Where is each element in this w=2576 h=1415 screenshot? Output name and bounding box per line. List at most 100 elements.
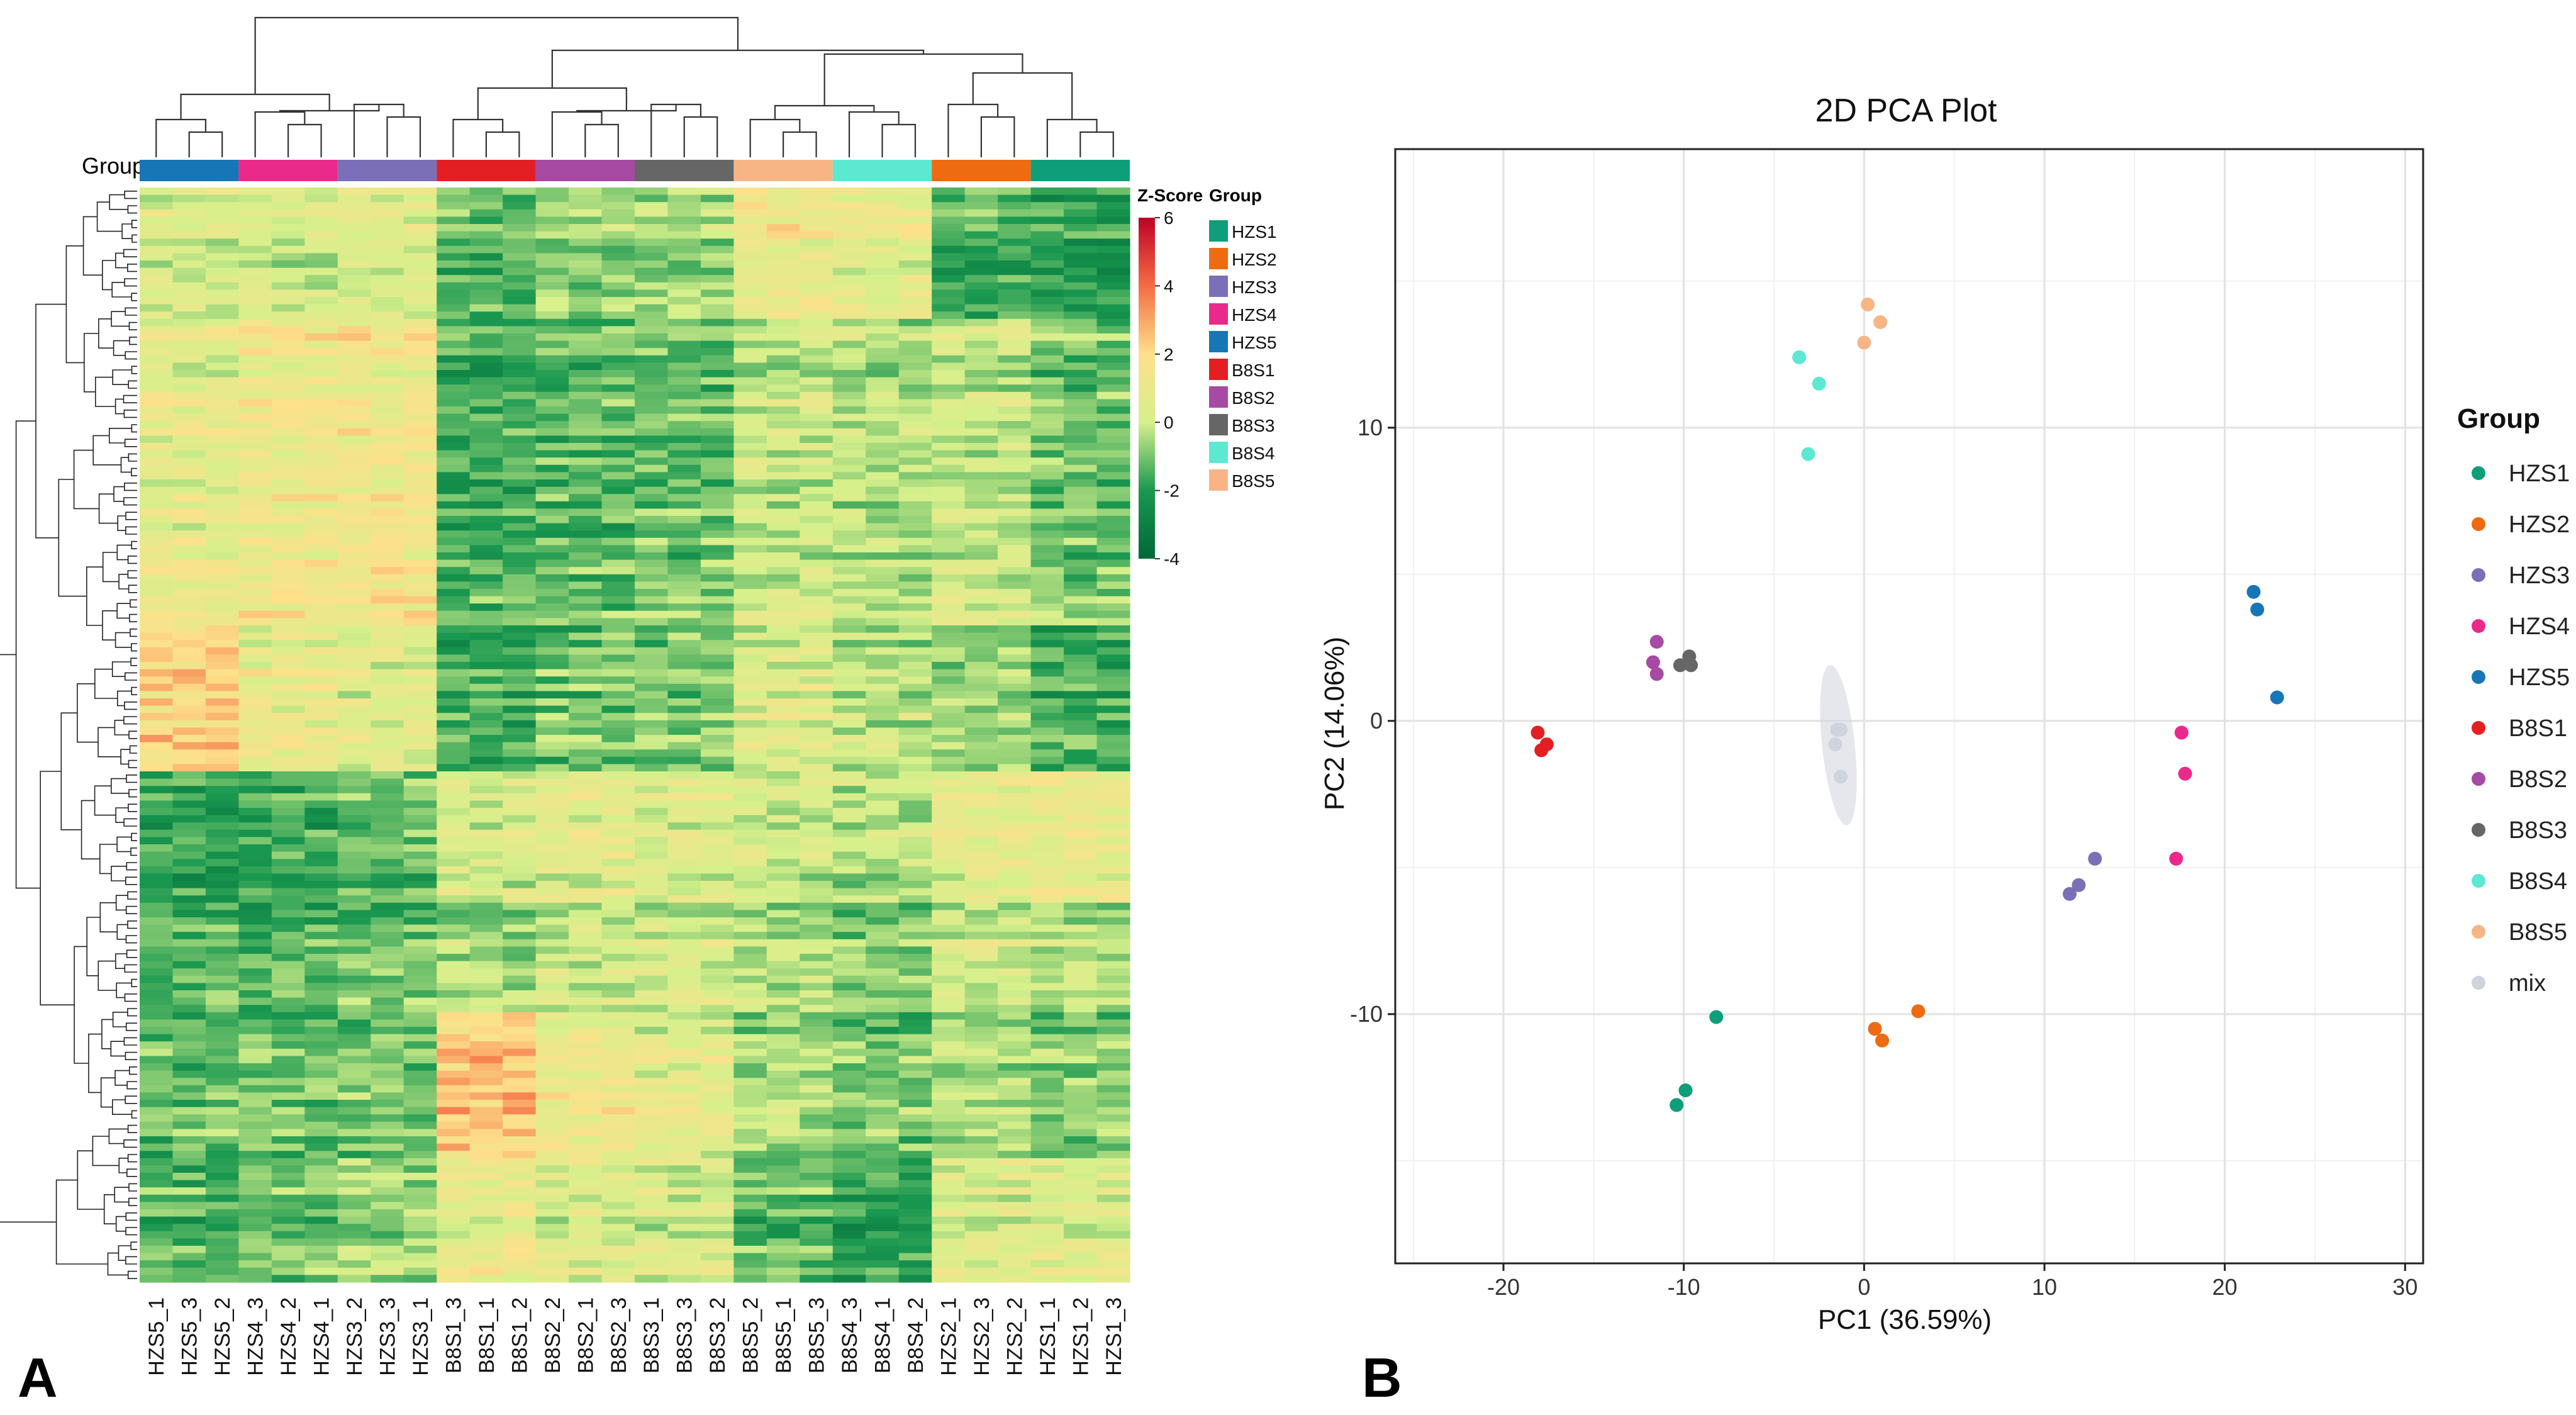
heatmap-cell — [932, 472, 966, 480]
heatmap-cell — [503, 713, 537, 721]
heatmap-cell — [271, 340, 305, 349]
pca-point-b8s2 — [1649, 667, 1664, 681]
heatmap-cell — [569, 683, 603, 691]
heatmap-cell — [403, 800, 437, 808]
heatmap-cell — [1030, 866, 1064, 874]
heatmap-cell — [569, 435, 603, 444]
heatmap-cell — [172, 1019, 206, 1027]
heatmap-cell — [700, 1216, 734, 1224]
heatmap-cell — [700, 1056, 734, 1064]
heatmap-cell — [271, 224, 305, 232]
heatmap-cell — [1064, 501, 1098, 509]
heatmap-cell — [172, 829, 206, 837]
heatmap-cell — [503, 924, 537, 932]
heatmap-cell — [866, 1224, 900, 1232]
heatmap-cell — [503, 895, 537, 903]
dendrogram-link — [130, 847, 137, 856]
heatmap-cell — [569, 399, 603, 407]
heatmap-cell — [535, 749, 569, 758]
heatmap-cell — [932, 1041, 966, 1049]
heatmap-cell — [866, 1085, 900, 1093]
heatmap-cell — [1064, 910, 1098, 918]
heatmap-cell — [866, 1165, 900, 1173]
heatmap-cell — [140, 1012, 174, 1020]
heatmap-legend-swatch — [1209, 469, 1228, 491]
heatmap-cell — [469, 348, 503, 356]
heatmap-cell — [304, 1063, 338, 1071]
heatmap-cell — [403, 1180, 437, 1188]
heatmap-cell — [832, 866, 866, 874]
heatmap-cell — [601, 377, 635, 385]
heatmap-cell — [866, 939, 900, 947]
heatmap-cell — [733, 968, 767, 976]
heatmap-cell — [1064, 1246, 1098, 1254]
heatmap-cell — [932, 494, 966, 502]
heatmap-cell — [964, 669, 998, 677]
heatmap-column-labels: HZS5_1 HZS5_3 HZS5_2 HZS4_3 HZS4_2 HZS4_1 HZS3… — [145, 1297, 1126, 1376]
dendrogram-link — [126, 1081, 137, 1090]
heatmap-cell — [733, 632, 767, 640]
heatmap-cell — [469, 1019, 503, 1027]
heatmap-cell — [172, 311, 206, 320]
heatmap-cell — [437, 224, 471, 232]
heatmap-cell — [932, 260, 966, 269]
heatmap-cell — [1064, 705, 1098, 713]
heatmap-cell — [1064, 486, 1098, 495]
heatmap-cell — [238, 1143, 272, 1151]
heatmap-cell — [700, 318, 734, 327]
heatmap-cell — [205, 647, 239, 655]
heatmap-cell — [766, 1121, 800, 1129]
heatmap-cell — [1030, 968, 1064, 976]
heatmap-cell — [766, 654, 800, 663]
heatmap-cell — [866, 902, 900, 910]
heatmap-cell — [964, 559, 998, 568]
heatmap-cell — [569, 917, 603, 926]
heatmap-cell — [469, 1158, 503, 1166]
heatmap-cell — [371, 304, 404, 312]
heatmap-cell — [469, 749, 503, 758]
heatmap-cell — [1030, 815, 1064, 823]
heatmap-cell — [800, 800, 834, 808]
heatmap-cell — [140, 479, 174, 488]
heatmap-cell — [569, 764, 603, 772]
heatmap-legend-swatch — [1209, 442, 1228, 463]
heatmap-cell — [304, 238, 338, 247]
heatmap-cell — [998, 888, 1032, 896]
heatmap-cell — [337, 910, 371, 918]
heatmap-cell — [569, 275, 603, 283]
heatmap-cell — [635, 1012, 669, 1020]
heatmap-cell — [1064, 1078, 1098, 1086]
heatmap-cell — [469, 822, 503, 831]
heatmap-cell — [437, 625, 471, 634]
heatmap-cell — [733, 340, 767, 349]
heatmap-cell — [766, 508, 800, 517]
heatmap-cell — [304, 793, 338, 801]
heatmap-cell — [932, 581, 966, 590]
heatmap-cell — [304, 603, 338, 612]
heatmap-cell — [800, 1151, 834, 1159]
heatmap-cell — [437, 1121, 471, 1129]
heatmap-cell — [140, 1100, 174, 1108]
heatmap-cell — [140, 1107, 174, 1115]
heatmap-cell — [800, 1173, 834, 1181]
heatmap-cell — [172, 1056, 206, 1064]
heatmap-cell — [205, 1275, 239, 1283]
heatmap-cell — [304, 457, 338, 466]
heatmap-cell — [964, 618, 998, 626]
heatmap-cell — [998, 289, 1032, 298]
heatmap-cell — [403, 574, 437, 582]
heatmap-cell — [667, 713, 701, 721]
heatmap-cell — [304, 421, 338, 429]
heatmap-cell — [898, 326, 932, 334]
heatmap-cell — [503, 1100, 537, 1108]
heatmap-cell — [635, 1231, 669, 1239]
heatmap-cell — [371, 537, 404, 545]
heatmap-cell — [271, 1267, 305, 1275]
heatmap-cell — [437, 954, 471, 962]
heatmap-cell — [1064, 1085, 1098, 1093]
dendrogram-link — [114, 398, 125, 415]
heatmap-cell — [469, 625, 503, 634]
heatmap-cell — [304, 968, 338, 976]
heatmap-cell — [469, 589, 503, 597]
heatmap-cell — [569, 245, 603, 254]
